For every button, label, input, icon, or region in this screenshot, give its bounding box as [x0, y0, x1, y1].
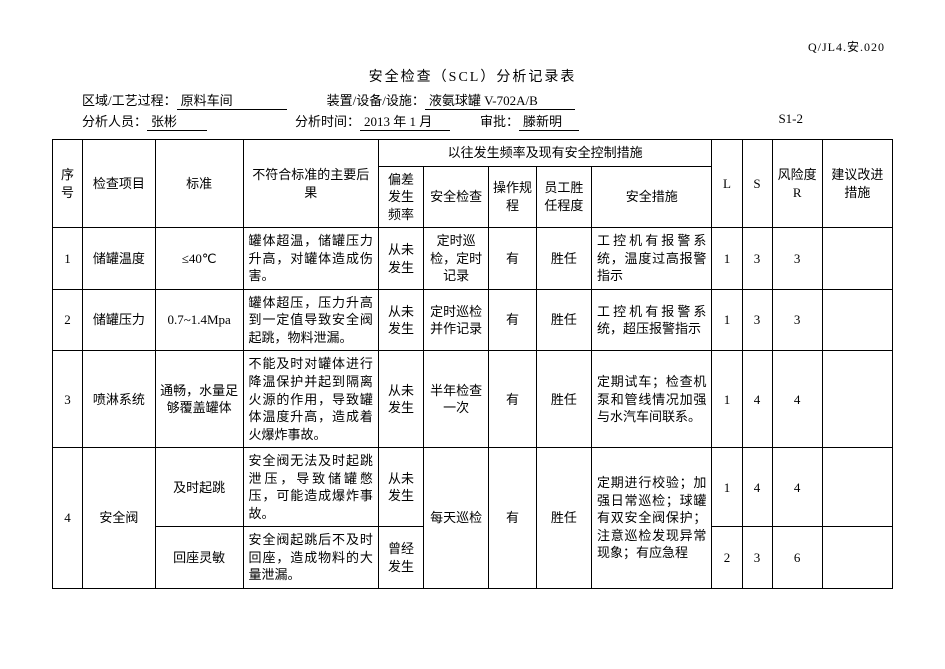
cell-seq: 3: [53, 351, 83, 448]
cell-freq: 曾经发生: [378, 527, 423, 589]
equip-label: 装置/设备/设施：: [327, 90, 425, 110]
table-row: 1 储罐温度 ≤40℃ 罐体超温，储罐压力升高，对罐体造成伤害。 从未发生 定时…: [53, 228, 893, 290]
th-emp: 员工胜任程度: [536, 166, 591, 228]
cell-item: 储罐压力: [83, 289, 156, 351]
header-row-2: 分析人员： 张彬 分析时间： 2013 年 1 月 审批： 滕新明 S1-2: [82, 111, 863, 131]
cell-r: 3: [772, 289, 822, 351]
cell-s: 4: [742, 351, 772, 448]
cell-chk: 每天巡检: [424, 448, 489, 589]
cell-op: 有: [489, 351, 537, 448]
th-std: 标准: [155, 140, 243, 228]
cell-l: 1: [712, 228, 742, 290]
cell-std: 通畅，水量足够覆盖罐体: [155, 351, 243, 448]
cell-cons: 罐体超压，压力升高到一定值导致安全阀起跳，物料泄漏。: [243, 289, 378, 351]
cell-l: 1: [712, 289, 742, 351]
th-cons: 不符合标准的主要后果: [243, 140, 378, 228]
cell-sug: [822, 527, 892, 589]
analyst-label: 分析人员：: [82, 111, 147, 131]
cell-freq: 从未发生: [378, 448, 423, 527]
cell-meas: 定期试车；检查机泵和管线情况加强与水汽车间联系。: [592, 351, 712, 448]
time-value: 2013 年 1 月: [360, 111, 450, 131]
cell-r: 3: [772, 228, 822, 290]
cell-std: ≤40℃: [155, 228, 243, 290]
approve-label: 审批：: [480, 111, 519, 131]
cell-l: 2: [712, 527, 742, 589]
cell-chk: 定时巡检，定时记录: [424, 228, 489, 290]
cell-sug: [822, 228, 892, 290]
equip-value: 液氨球罐 V-702A/B: [425, 90, 575, 110]
th-freq: 偏差发生频率: [378, 166, 423, 228]
analyst-value: 张彬: [147, 111, 207, 131]
header-row-1: 区域/工艺过程： 原料车间 装置/设备/设施： 液氨球罐 V-702A/B: [82, 90, 863, 110]
cell-std: 及时起跳: [155, 448, 243, 527]
cell-cons: 安全阀起跳后不及时回座，造成物料的大量泄漏。: [243, 527, 378, 589]
cell-sug: [822, 351, 892, 448]
cell-s: 3: [742, 527, 772, 589]
cell-freq: 从未发生: [378, 289, 423, 351]
cell-chk: 定时巡检并作记录: [424, 289, 489, 351]
th-chk: 安全检查: [424, 166, 489, 228]
time-label: 分析时间：: [295, 111, 360, 131]
cell-op: 有: [489, 228, 537, 290]
cell-chk: 半年检查一次: [424, 351, 489, 448]
cell-cons: 罐体超温，储罐压力升高，对罐体造成伤害。: [243, 228, 378, 290]
cell-r: 4: [772, 448, 822, 527]
cell-seq: 4: [53, 448, 83, 589]
th-op: 操作规程: [489, 166, 537, 228]
area-value: 原料车间: [177, 90, 287, 110]
approve-value: 滕新明: [519, 111, 579, 131]
table-row: 3 喷淋系统 通畅，水量足够覆盖罐体 不能及时对罐体进行降温保护并起到隔离火源的…: [53, 351, 893, 448]
cell-r: 6: [772, 527, 822, 589]
cell-item: 安全阀: [83, 448, 156, 589]
cell-cons: 不能及时对罐体进行降温保护并起到隔离火源的作用，导致罐体温度升高，造成着火爆炸事…: [243, 351, 378, 448]
th-meas: 安全措施: [592, 166, 712, 228]
cell-r: 4: [772, 351, 822, 448]
cell-sug: [822, 289, 892, 351]
th-seq: 序号: [53, 140, 83, 228]
th-s: S: [742, 140, 772, 228]
cell-emp: 胜任: [536, 351, 591, 448]
cell-item: 储罐温度: [83, 228, 156, 290]
cell-freq: 从未发生: [378, 351, 423, 448]
th-sug: 建议改进措施: [822, 140, 892, 228]
cell-item: 喷淋系统: [83, 351, 156, 448]
cell-s: 3: [742, 289, 772, 351]
cell-emp: 胜任: [536, 289, 591, 351]
table-head: 序号 检查项目 标准 不符合标准的主要后果 以往发生频率及现有安全控制措施 L …: [53, 140, 893, 228]
th-history-group: 以往发生频率及现有安全控制措施: [378, 140, 712, 167]
cell-seq: 2: [53, 289, 83, 351]
cell-s: 4: [742, 448, 772, 527]
cell-l: 1: [712, 448, 742, 527]
table-row: 4 安全阀 及时起跳 安全阀无法及时起跳泄压，导致储罐憋压，可能造成爆炸事故。 …: [53, 448, 893, 527]
cell-meas: 工控机有报警系统，超压报警指示: [592, 289, 712, 351]
cell-meas: 工控机有报警系统，温度过高报警指示: [592, 228, 712, 290]
scl-table: 序号 检查项目 标准 不符合标准的主要后果 以往发生频率及现有安全控制措施 L …: [52, 139, 893, 589]
page-title: 安全检查（SCL）分析记录表: [52, 66, 893, 86]
area-label: 区域/工艺过程：: [82, 90, 177, 110]
th-r: 风险度 R: [772, 140, 822, 228]
cell-s: 3: [742, 228, 772, 290]
table-row: 2 储罐压力 0.7~1.4Mpa 罐体超压，压力升高到一定值导致安全阀起跳，物…: [53, 289, 893, 351]
cell-std: 0.7~1.4Mpa: [155, 289, 243, 351]
cell-freq: 从未发生: [378, 228, 423, 290]
page-code: S1-2: [778, 111, 803, 127]
cell-meas: 定期进行校验；加强日常巡检；球罐有双安全阀保护；注意巡检发现异常现象；有应急程: [592, 448, 712, 589]
cell-emp: 胜任: [536, 448, 591, 589]
cell-op: 有: [489, 448, 537, 589]
cell-sug: [822, 448, 892, 527]
cell-emp: 胜任: [536, 228, 591, 290]
cell-cons: 安全阀无法及时起跳泄压，导致储罐憋压，可能造成爆炸事故。: [243, 448, 378, 527]
doc-number: Q/JL4.安.020: [808, 38, 885, 55]
th-item: 检查项目: [83, 140, 156, 228]
cell-op: 有: [489, 289, 537, 351]
cell-l: 1: [712, 351, 742, 448]
th-l: L: [712, 140, 742, 228]
cell-seq: 1: [53, 228, 83, 290]
cell-std: 回座灵敏: [155, 527, 243, 589]
